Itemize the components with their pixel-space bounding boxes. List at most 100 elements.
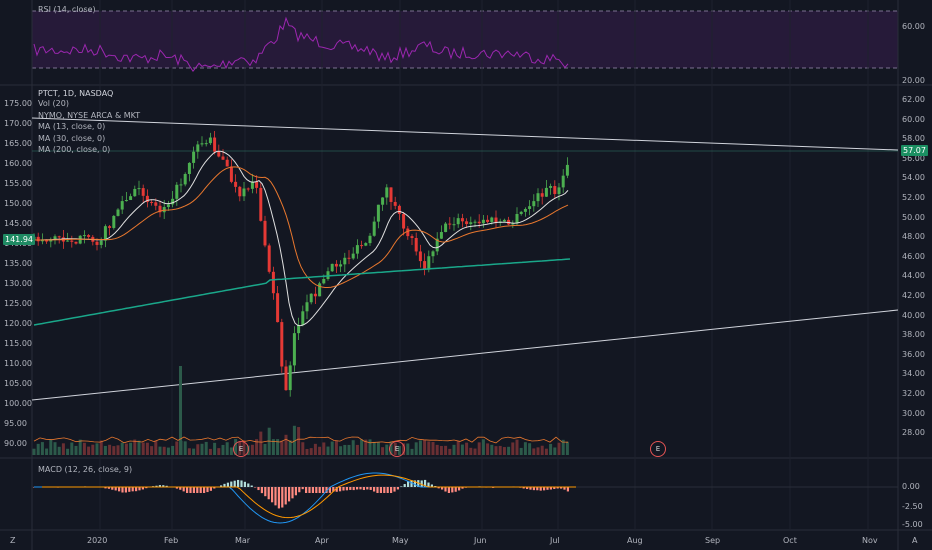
- macd-histogram-bar: [209, 487, 212, 491]
- candle-body: [204, 143, 208, 145]
- candle-body: [532, 201, 536, 207]
- candle-body: [242, 188, 246, 197]
- legend-nymo[interactable]: NYMO, NYSE ARCA & MKT: [38, 111, 141, 120]
- macd-histogram-bar: [410, 480, 413, 487]
- earnings-marker-aug[interactable]: E: [650, 441, 666, 457]
- macd-histogram-bar: [277, 487, 280, 509]
- volume-bar: [129, 442, 133, 455]
- macd-histogram-bar: [543, 487, 546, 491]
- volume-bar: [221, 444, 225, 455]
- macd-histogram-bar: [203, 487, 206, 493]
- auto-scale-button[interactable]: A: [912, 536, 918, 545]
- volume-bar: [364, 439, 368, 455]
- right-axis-tick: 62.00: [902, 95, 925, 104]
- candle-body: [372, 221, 376, 236]
- volume-bar: [460, 444, 464, 455]
- left-axis-tick: 150.00: [4, 199, 32, 208]
- candle-body: [234, 181, 238, 187]
- macd-histogram-bar: [461, 487, 464, 489]
- volume-bar: [456, 440, 460, 455]
- macd-histogram-bar: [356, 487, 359, 490]
- right-axis-tick: 44.00: [902, 271, 925, 281]
- volume-bar: [549, 443, 553, 455]
- candle-body: [397, 205, 401, 214]
- macd-histogram-bar: [447, 487, 450, 493]
- candle-body: [187, 162, 191, 175]
- macd-histogram-bar: [339, 487, 342, 492]
- macd-histogram-bar: [328, 487, 331, 493]
- right-axis-tick: 58.00: [902, 134, 925, 144]
- volume-bar: [40, 442, 44, 455]
- legend-ma200[interactable]: MA (200, close, 0): [38, 145, 111, 154]
- macd-histogram-bar: [376, 487, 379, 493]
- candle-body: [217, 151, 221, 157]
- candle-body: [36, 236, 40, 242]
- volume-bar: [528, 443, 532, 455]
- right-axis-tick: 60.00: [902, 114, 925, 124]
- volume-bar: [175, 441, 179, 455]
- time-label-jun: Jun: [474, 536, 487, 545]
- macd-histogram-bar: [386, 487, 389, 493]
- volume-bar: [418, 440, 422, 455]
- volume-bar: [431, 442, 435, 455]
- earnings-marker-may[interactable]: E: [389, 441, 405, 457]
- candle-body: [427, 256, 431, 270]
- candle-body: [402, 213, 406, 229]
- volume-bar: [486, 443, 490, 455]
- candle-body: [423, 261, 427, 270]
- macd-histogram-bar: [556, 487, 559, 489]
- left-axis-tick: 160.00: [4, 159, 32, 168]
- right-axis-tick: 32.00: [902, 389, 925, 398]
- volume-bar: [435, 444, 439, 455]
- macd-histogram-bar: [390, 487, 393, 493]
- candle-body: [192, 151, 196, 163]
- candle-body: [116, 209, 120, 216]
- volume-bar: [99, 440, 103, 455]
- volume-bar: [196, 444, 200, 455]
- volume-bar: [507, 446, 511, 455]
- volume-bar: [250, 444, 254, 455]
- volume-bar: [158, 446, 162, 455]
- volume-bar: [87, 446, 91, 455]
- candle-body: [368, 235, 372, 244]
- candle-body: [473, 221, 477, 223]
- candle-body: [519, 211, 523, 214]
- volume-bar: [427, 441, 431, 455]
- macd-histogram-bar: [131, 487, 134, 492]
- volume-bar: [536, 447, 540, 455]
- volume-bar: [334, 440, 338, 455]
- volume-bar: [515, 439, 519, 455]
- left-price-tag: 141.94: [3, 234, 35, 245]
- volume-bar: [519, 447, 523, 455]
- macd-histogram-bar: [407, 480, 410, 487]
- macd-histogram-bar: [454, 487, 457, 492]
- macd-histogram-bar: [441, 487, 444, 490]
- macd-histogram-bar: [158, 485, 161, 487]
- volume-bar: [423, 439, 427, 455]
- candle-body: [385, 187, 389, 198]
- macd-histogram-bar: [267, 487, 270, 500]
- volume-bar: [498, 445, 502, 455]
- candle-body: [145, 195, 149, 203]
- candle-body: [171, 198, 175, 205]
- symbol-title[interactable]: PTCT, 1D, NASDAQ: [38, 89, 114, 98]
- legend-ma13[interactable]: MA (13, close, 0): [38, 122, 106, 131]
- zoom-corner-button[interactable]: Z: [10, 536, 16, 545]
- legend-vol[interactable]: Vol (20): [38, 99, 69, 108]
- macd-histogram-bar: [369, 487, 372, 490]
- time-label-oct: Oct: [783, 536, 797, 545]
- rsi-legend: RSI (14, close): [38, 5, 96, 14]
- macd-histogram-bar: [111, 487, 114, 490]
- left-axis-tick: 120.00: [4, 319, 32, 328]
- volume-bar: [82, 442, 86, 455]
- candle-body: [465, 221, 469, 225]
- legend-ma30[interactable]: MA (30, close, 0): [38, 134, 106, 143]
- volume-bar: [95, 443, 99, 455]
- earnings-marker-mar[interactable]: E: [233, 441, 249, 457]
- volume-bar: [414, 442, 418, 455]
- macd-histogram-bar: [107, 487, 110, 489]
- volume-bar: [330, 441, 334, 455]
- macd-histogram-bar: [335, 487, 338, 492]
